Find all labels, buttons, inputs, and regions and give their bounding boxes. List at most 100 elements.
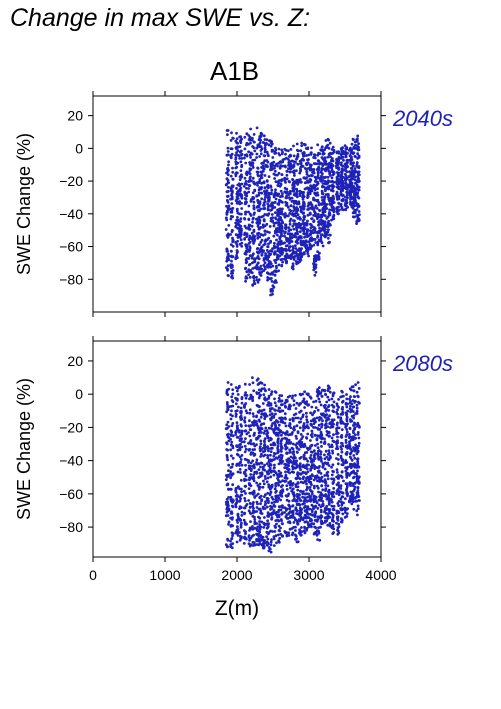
data-point bbox=[301, 211, 305, 215]
data-point bbox=[302, 397, 306, 401]
data-point bbox=[226, 403, 229, 406]
data-point bbox=[230, 395, 234, 399]
data-point bbox=[283, 176, 287, 180]
data-point bbox=[269, 162, 273, 166]
data-point bbox=[265, 164, 269, 168]
data-point bbox=[249, 520, 252, 523]
data-point bbox=[313, 238, 317, 241]
data-point bbox=[231, 388, 235, 391]
data-point bbox=[239, 160, 243, 164]
data-point bbox=[312, 220, 315, 224]
data-point bbox=[320, 148, 324, 152]
data-point bbox=[304, 472, 308, 476]
data-point bbox=[337, 151, 341, 155]
data-point bbox=[306, 505, 310, 508]
data-point bbox=[272, 535, 276, 539]
data-point bbox=[305, 424, 309, 427]
data-point bbox=[240, 244, 244, 248]
data-point bbox=[352, 389, 356, 393]
data-point bbox=[351, 177, 355, 180]
data-point bbox=[271, 264, 275, 268]
data-point bbox=[352, 161, 355, 165]
data-point bbox=[290, 432, 294, 436]
data-point bbox=[243, 176, 247, 180]
data-point bbox=[270, 501, 274, 505]
data-point bbox=[291, 419, 295, 423]
data-point bbox=[226, 194, 230, 198]
data-point bbox=[247, 190, 251, 194]
data-point bbox=[309, 499, 312, 503]
data-point bbox=[287, 214, 290, 218]
data-point bbox=[277, 529, 281, 532]
data-point bbox=[258, 429, 262, 433]
data-point bbox=[277, 437, 280, 440]
data-point bbox=[262, 161, 265, 165]
data-point bbox=[226, 201, 230, 204]
data-point bbox=[321, 202, 324, 206]
data-point bbox=[247, 210, 250, 214]
x-tick-label: 0 bbox=[89, 567, 97, 583]
data-point bbox=[244, 249, 248, 253]
data-point bbox=[300, 144, 304, 148]
data-point bbox=[291, 482, 295, 485]
data-point bbox=[229, 470, 233, 473]
data-point bbox=[258, 235, 262, 239]
data-point bbox=[277, 263, 281, 267]
data-point bbox=[328, 524, 332, 527]
data-point bbox=[330, 199, 334, 203]
data-point bbox=[319, 472, 323, 475]
data-point bbox=[270, 213, 274, 216]
data-point bbox=[318, 209, 322, 213]
data-point bbox=[269, 144, 273, 148]
data-point bbox=[276, 254, 279, 258]
data-point bbox=[230, 474, 234, 477]
data-point bbox=[242, 440, 246, 444]
data-point bbox=[269, 217, 273, 220]
data-point bbox=[288, 246, 291, 249]
data-point bbox=[255, 250, 259, 254]
data-point bbox=[285, 534, 289, 538]
data-point bbox=[306, 495, 309, 499]
data-point bbox=[344, 482, 348, 485]
data-point bbox=[269, 241, 272, 244]
data-point bbox=[326, 523, 330, 527]
data-point bbox=[346, 446, 349, 450]
data-point bbox=[251, 451, 255, 455]
data-point bbox=[339, 417, 343, 421]
data-point bbox=[349, 447, 353, 451]
data-point bbox=[287, 438, 291, 442]
data-point bbox=[332, 440, 336, 444]
data-point bbox=[348, 175, 351, 179]
data-point bbox=[292, 219, 295, 223]
data-point bbox=[302, 490, 305, 493]
data-point bbox=[268, 253, 272, 256]
data-point bbox=[235, 487, 238, 490]
data-point bbox=[236, 256, 239, 259]
data-point bbox=[319, 520, 323, 523]
data-point bbox=[355, 390, 359, 394]
data-point bbox=[226, 483, 230, 486]
data-point bbox=[307, 254, 310, 258]
data-point bbox=[244, 530, 248, 534]
data-point bbox=[288, 418, 292, 422]
data-point bbox=[258, 525, 262, 528]
data-point bbox=[258, 475, 262, 479]
data-point bbox=[231, 534, 234, 538]
data-point bbox=[314, 259, 318, 263]
data-point bbox=[298, 472, 302, 476]
data-point bbox=[326, 230, 330, 234]
data-point bbox=[256, 166, 259, 170]
data-point bbox=[340, 148, 343, 152]
data-point bbox=[292, 235, 295, 239]
data-point bbox=[273, 273, 277, 277]
data-point bbox=[281, 257, 284, 261]
data-point bbox=[314, 204, 318, 208]
data-point bbox=[259, 511, 262, 515]
data-point bbox=[251, 395, 255, 399]
data-point bbox=[308, 168, 312, 172]
data-point bbox=[226, 150, 230, 153]
data-point bbox=[244, 180, 248, 183]
data-point bbox=[319, 525, 322, 529]
data-point bbox=[248, 383, 252, 386]
data-point bbox=[331, 145, 335, 149]
